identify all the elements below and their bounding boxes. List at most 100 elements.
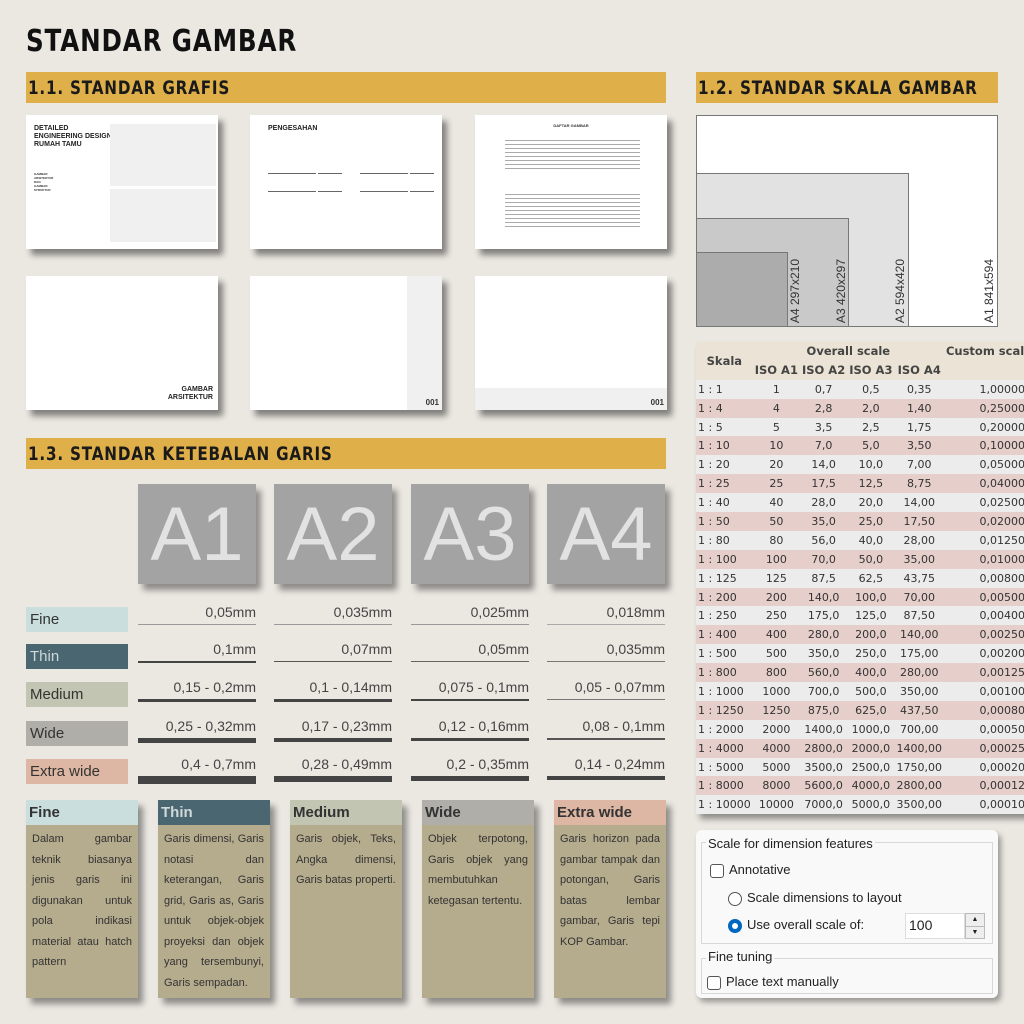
table-cell: 0,5 <box>862 382 880 396</box>
label-a1: A1 841x594 <box>982 258 996 323</box>
table-cell: 5000 <box>762 760 791 774</box>
table-cell: 0,012500 <box>979 533 1024 547</box>
line-weight-value: 0,2 - 0,35mm <box>446 756 529 772</box>
line-weight-sample <box>274 624 392 625</box>
line-weight-value: 0,07mm <box>341 641 392 657</box>
header-custom: Custom scale <box>945 344 1024 359</box>
line-weight-value: 0,17 - 0,23mm <box>301 718 392 734</box>
sheet-pengesahan: PENGESAHAN <box>250 115 442 249</box>
dimension-scale-dialog: Scale for dimension features Annotative … <box>696 830 998 998</box>
table-cell: 2,5 <box>862 420 880 434</box>
table-cell: 17,50 <box>903 514 935 528</box>
card-title: Medium <box>290 800 402 825</box>
spin-down-icon[interactable]: ▼ <box>966 926 984 939</box>
table-cell: 0,050000 <box>979 458 1024 472</box>
table-cell: 1,40 <box>906 401 932 415</box>
table-cell: 280,00 <box>899 666 939 680</box>
card-title: Wide <box>422 800 534 825</box>
scale-spinner[interactable]: ▲ ▼ <box>965 913 985 939</box>
table-cell: 4 <box>772 401 780 415</box>
table-cell: 0,35 <box>906 382 932 396</box>
overall-scale-input[interactable]: 100 <box>905 913 965 939</box>
table-cell: 1,75 <box>906 420 932 434</box>
line-weight-sample <box>547 624 665 625</box>
sheet-section-cover: GAMBAR ARSITEKTUR <box>26 276 218 410</box>
table-cell: 0,040000 <box>979 477 1024 491</box>
table-cell: 1 : 40 <box>698 496 730 510</box>
label-a4: A4 297x210 <box>788 258 802 323</box>
line-weight-value: 0,28 - 0,49mm <box>301 756 392 772</box>
line-type-label: Extra wide <box>26 759 128 784</box>
line-weight-value: 0,018mm <box>606 604 665 620</box>
table-cell: 5000,0 <box>851 798 891 812</box>
line-weight-sample <box>138 699 256 702</box>
checkbox-icon[interactable] <box>707 975 721 990</box>
table-row: 1 : 10000 10000 7000,0 5000,0 3500,00 0,00010… <box>696 795 1024 815</box>
table-cell: 1 : 50 <box>698 514 730 528</box>
table-cell: 800 <box>765 666 787 680</box>
table-cell: 80 <box>769 533 784 547</box>
checkbox-icon[interactable] <box>710 863 724 878</box>
table-cell: 1 : 400 <box>698 628 737 642</box>
table-cell: 56,0 <box>811 533 836 547</box>
place-text-label: Place text manually <box>726 974 839 989</box>
table-cell: 5,0 <box>862 439 880 453</box>
table-cell: 125 <box>765 571 787 585</box>
radio-selected-icon[interactable] <box>728 918 742 933</box>
spin-up-icon[interactable]: ▲ <box>971 916 979 923</box>
line-weight-sample <box>138 738 256 743</box>
table-cell: 25,0 <box>858 514 884 528</box>
radio-label: Scale dimensions to layout <box>747 890 902 905</box>
label-a2: A2 594x420 <box>893 258 907 323</box>
group-fine-tuning-label: Fine tuning <box>706 949 775 964</box>
table-cell: 2,8 <box>814 401 833 415</box>
table-cell: 3,50 <box>906 439 932 453</box>
table-cell: 1250 <box>762 703 791 717</box>
table-cell: 4000,0 <box>851 779 891 793</box>
table-cell: 100 <box>765 552 787 566</box>
section-title: 1.1. STANDAR GRAFIS <box>28 76 231 99</box>
line-weight-sample <box>411 776 529 781</box>
line-type-label: Wide <box>26 721 128 746</box>
annotative-checkbox[interactable]: Annotative <box>710 862 790 878</box>
pengesahan-title: PENGESAHAN <box>268 125 318 132</box>
header-skala: Skala <box>706 353 743 368</box>
table-cell: 140,0 <box>807 590 840 604</box>
paper-a4 <box>696 252 788 327</box>
table-cell: 1 : 1250 <box>698 703 744 717</box>
table-cell: 2800,00 <box>896 779 942 793</box>
table-cell: 1 : 25 <box>698 477 730 491</box>
section-header-grafis: 1.1. STANDAR GRAFIS <box>26 72 666 103</box>
cover-title: DETAILED ENGINEERING DESIGN RUMAH TAMU <box>34 125 112 148</box>
annotative-label: Annotative <box>729 862 791 877</box>
paper-header-a2: A2 <box>274 484 392 584</box>
radio-overall-scale[interactable]: Use overall scale of: <box>728 917 864 933</box>
description-card: Thin Garis dimensi, Garis notasi dan kete… <box>158 800 270 998</box>
table-cell: 2500,0 <box>851 760 891 774</box>
table-cell: 0,002500 <box>979 628 1024 642</box>
table-cell: 0,000250 <box>979 741 1024 755</box>
table-row: 1 : 10 10 7,0 5,0 3,50 0,100000 <box>696 436 1024 456</box>
table-cell: 50 <box>769 514 784 528</box>
radio-scale-to-layout[interactable]: Scale dimensions to layout <box>728 890 902 906</box>
table-cell: 560,0 <box>807 666 840 680</box>
line-weight-sample <box>138 661 256 663</box>
sheet-number: 001 <box>425 398 439 407</box>
table-row: 1 : 40 40 28,0 20,0 14,00 0,025000 <box>696 493 1024 513</box>
table-cell: 2000 <box>762 722 791 736</box>
radio-icon[interactable] <box>728 891 742 906</box>
table-cell: 25 <box>769 477 784 491</box>
table-cell: 1 : 20 <box>698 458 730 472</box>
table-cell: 8000 <box>762 779 791 793</box>
table-cell: 250 <box>765 609 787 623</box>
table-cell: 2,0 <box>862 401 880 415</box>
place-text-checkbox[interactable]: Place text manually <box>707 974 839 990</box>
line-weight-sample <box>547 699 665 700</box>
table-cell: 40,0 <box>858 533 884 547</box>
page-title: STANDAR GAMBAR <box>26 24 298 59</box>
card-text: Objek terpotong, Garis objek yang membut… <box>428 833 528 907</box>
label-a3: A3 420x297 <box>834 258 848 323</box>
